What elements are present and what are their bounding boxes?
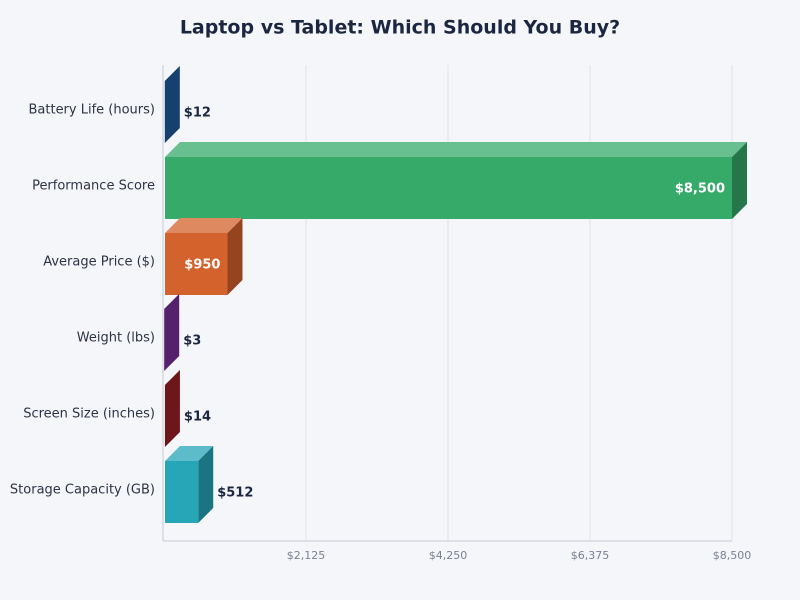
bar-top bbox=[165, 218, 243, 233]
bar-top bbox=[165, 142, 747, 157]
bar-side bbox=[164, 66, 180, 143]
value-label: $12 bbox=[184, 106, 211, 121]
value-label: $512 bbox=[217, 486, 253, 501]
bar-side bbox=[227, 218, 243, 295]
bar bbox=[165, 233, 228, 295]
bar bbox=[165, 461, 199, 523]
bar-side bbox=[198, 446, 214, 523]
bar bbox=[165, 157, 732, 219]
y-tick-label: Screen Size (inches) bbox=[23, 407, 155, 422]
y-tick-label: Battery Life (hours) bbox=[28, 103, 155, 118]
value-label: $8,500 bbox=[675, 182, 725, 197]
value-label: $3 bbox=[183, 334, 201, 349]
y-tick-label: Performance Score bbox=[32, 179, 155, 194]
chart-title: Laptop vs Tablet: Which Should You Buy? bbox=[180, 17, 620, 39]
bar-side bbox=[164, 370, 180, 447]
y-tick-label: Average Price ($) bbox=[43, 255, 155, 270]
value-label: $950 bbox=[184, 258, 220, 273]
x-tick-label: $8,500 bbox=[713, 549, 752, 562]
value-label: $14 bbox=[184, 410, 211, 425]
bar-side bbox=[164, 294, 180, 371]
bar-top bbox=[165, 446, 214, 461]
y-tick-label: Weight (lbs) bbox=[77, 331, 155, 346]
x-tick-label: $4,250 bbox=[429, 549, 468, 562]
y-tick-label: Storage Capacity (GB) bbox=[10, 483, 155, 498]
x-tick-label: $2,125 bbox=[287, 549, 326, 562]
bar-side bbox=[732, 142, 747, 219]
x-tick-label: $6,375 bbox=[571, 549, 610, 562]
